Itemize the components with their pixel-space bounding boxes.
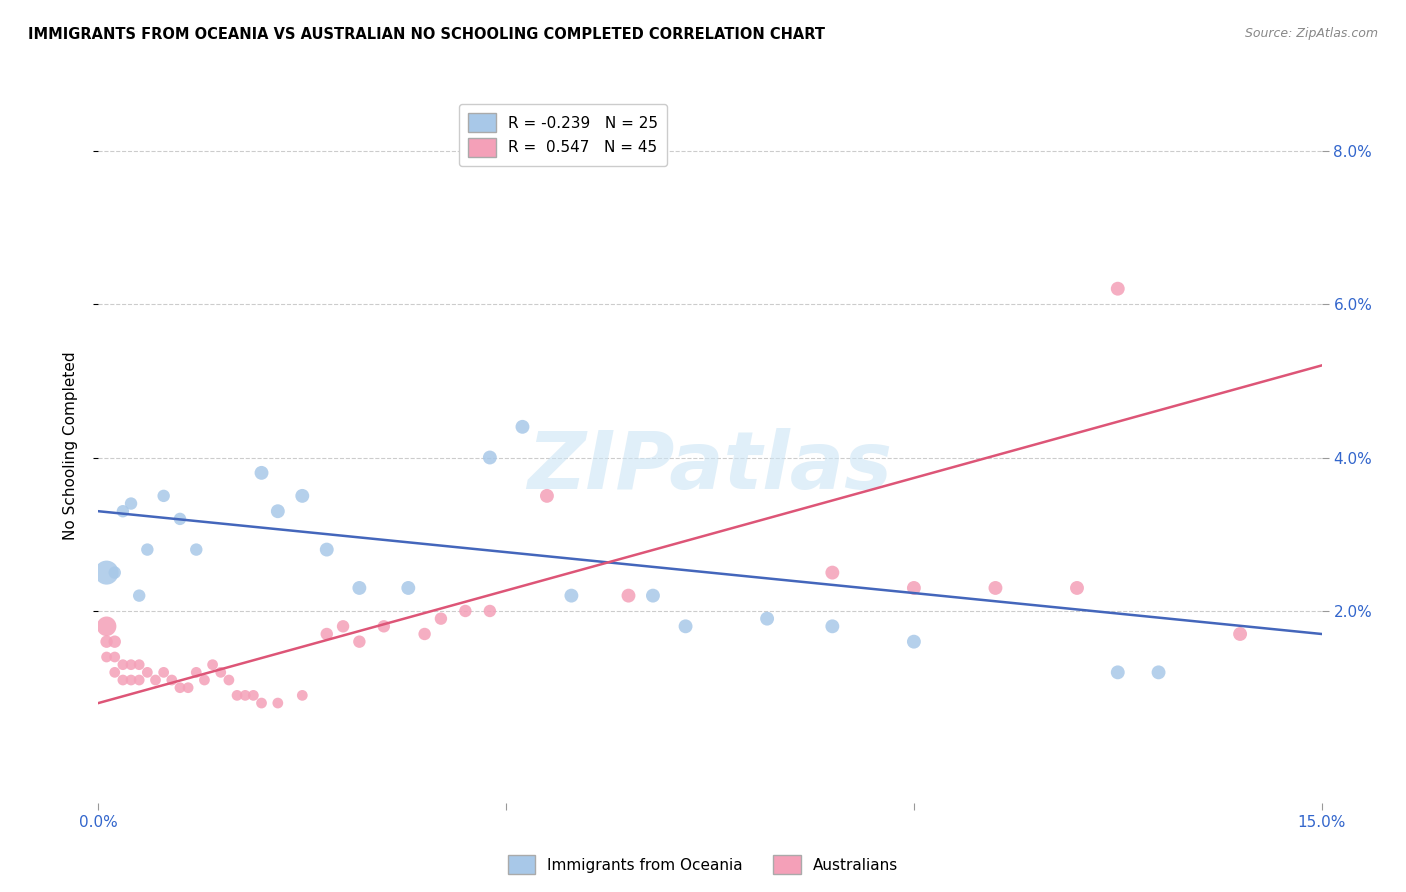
Y-axis label: No Schooling Completed: No Schooling Completed <box>63 351 77 541</box>
Point <box>96 566 118 580</box>
Point <box>413 627 436 641</box>
Point <box>641 589 664 603</box>
Point <box>169 512 191 526</box>
Point <box>1107 282 1129 296</box>
Point <box>111 673 134 687</box>
Point <box>111 504 134 518</box>
Point <box>186 542 208 557</box>
Point <box>177 681 200 695</box>
Point <box>291 489 314 503</box>
Point <box>903 634 925 648</box>
Point <box>430 612 453 626</box>
Point <box>560 589 582 603</box>
Point <box>1147 665 1170 680</box>
Legend: R = -0.239   N = 25, R =  0.547   N = 45: R = -0.239 N = 25, R = 0.547 N = 45 <box>460 104 668 166</box>
Point <box>454 604 477 618</box>
Point <box>617 589 640 603</box>
Point <box>136 542 159 557</box>
Point <box>128 589 150 603</box>
Point <box>209 665 232 680</box>
Text: Source: ZipAtlas.com: Source: ZipAtlas.com <box>1244 27 1378 40</box>
Point <box>242 689 264 703</box>
Point <box>1229 627 1251 641</box>
Point <box>193 673 215 687</box>
Point <box>152 665 174 680</box>
Text: ZIPatlas: ZIPatlas <box>527 428 893 507</box>
Point <box>536 489 558 503</box>
Point <box>512 419 534 434</box>
Point <box>152 489 174 503</box>
Point <box>478 450 501 465</box>
Point <box>332 619 354 633</box>
Point <box>104 650 127 665</box>
Point <box>233 689 256 703</box>
Point <box>120 657 142 672</box>
Point <box>1107 665 1129 680</box>
Point <box>373 619 395 633</box>
Point <box>756 612 779 626</box>
Point <box>1066 581 1088 595</box>
Legend: Immigrants from Oceania, Australians: Immigrants from Oceania, Australians <box>502 849 904 880</box>
Point <box>120 673 142 687</box>
Point <box>96 634 118 648</box>
Point <box>291 689 314 703</box>
Point <box>267 696 290 710</box>
Point <box>250 696 273 710</box>
Point <box>984 581 1007 595</box>
Point <box>128 657 150 672</box>
Point <box>218 673 240 687</box>
Point <box>120 497 142 511</box>
Point <box>169 681 191 695</box>
Point <box>675 619 697 633</box>
Point <box>396 581 419 595</box>
Point <box>267 504 290 518</box>
Point <box>821 619 844 633</box>
Point <box>104 634 127 648</box>
Point <box>349 634 371 648</box>
Point <box>821 566 844 580</box>
Point <box>349 581 371 595</box>
Point <box>226 689 249 703</box>
Point <box>145 673 167 687</box>
Point <box>186 665 208 680</box>
Point <box>136 665 159 680</box>
Point <box>250 466 273 480</box>
Point <box>315 542 337 557</box>
Point <box>96 650 118 665</box>
Point <box>104 665 127 680</box>
Point <box>201 657 224 672</box>
Point <box>160 673 183 687</box>
Point <box>111 657 134 672</box>
Point <box>104 566 127 580</box>
Point <box>478 604 501 618</box>
Point <box>315 627 337 641</box>
Text: IMMIGRANTS FROM OCEANIA VS AUSTRALIAN NO SCHOOLING COMPLETED CORRELATION CHART: IMMIGRANTS FROM OCEANIA VS AUSTRALIAN NO… <box>28 27 825 42</box>
Point <box>96 619 118 633</box>
Point <box>128 673 150 687</box>
Point <box>903 581 925 595</box>
